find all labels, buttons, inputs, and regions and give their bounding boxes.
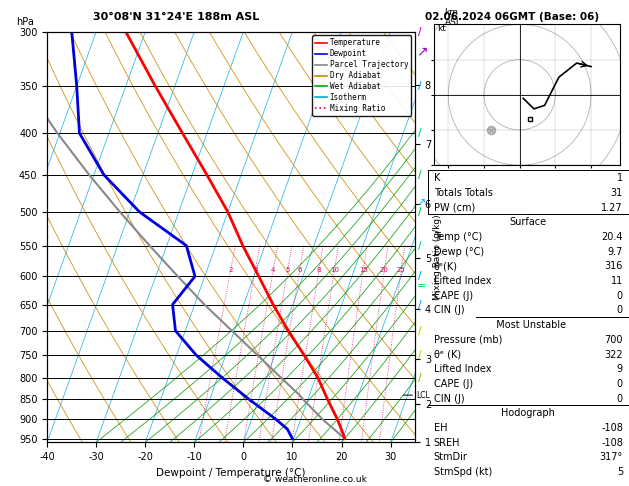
Text: 9: 9	[617, 364, 623, 374]
Text: 0: 0	[617, 394, 623, 403]
Text: ↗: ↗	[416, 44, 428, 58]
Text: 10: 10	[330, 267, 339, 274]
Text: 0: 0	[617, 305, 623, 315]
Text: θᵉ (K): θᵉ (K)	[434, 349, 461, 360]
Text: 25: 25	[397, 267, 406, 274]
Text: /: /	[418, 128, 422, 138]
Text: CAPE (J): CAPE (J)	[434, 291, 473, 301]
Text: 3: 3	[253, 267, 257, 274]
Text: SREH: SREH	[434, 438, 460, 448]
Text: Mixing Ratio (g/kg): Mixing Ratio (g/kg)	[433, 215, 442, 300]
Text: /: /	[418, 170, 422, 180]
Text: StmDir: StmDir	[434, 452, 467, 462]
Text: PW (cm): PW (cm)	[434, 203, 475, 212]
Text: /: /	[418, 299, 422, 310]
Text: 30°08'N 31°24'E 188m ASL: 30°08'N 31°24'E 188m ASL	[93, 12, 259, 22]
Text: Hodograph: Hodograph	[501, 408, 555, 418]
Text: Lifted Index: Lifted Index	[434, 276, 491, 286]
Text: θᵉ(K): θᵉ(K)	[434, 261, 458, 271]
Text: 20: 20	[380, 267, 389, 274]
Text: Most Unstable: Most Unstable	[490, 320, 567, 330]
Text: StmSpd (kt): StmSpd (kt)	[434, 467, 492, 477]
Text: ↗: ↗	[416, 199, 426, 209]
Text: © weatheronline.co.uk: © weatheronline.co.uk	[262, 474, 367, 484]
Text: =: =	[416, 281, 426, 291]
Text: -108: -108	[601, 423, 623, 433]
Text: 322: 322	[604, 349, 623, 360]
Text: /: /	[418, 81, 422, 91]
Text: 9.7: 9.7	[608, 247, 623, 257]
Text: 02.06.2024 06GMT (Base: 06): 02.06.2024 06GMT (Base: 06)	[425, 12, 599, 22]
Text: 2: 2	[228, 267, 233, 274]
Text: 317°: 317°	[599, 452, 623, 462]
Text: 4: 4	[271, 267, 276, 274]
Text: EH: EH	[434, 423, 447, 433]
Text: 20.4: 20.4	[601, 232, 623, 242]
Text: 0: 0	[617, 291, 623, 301]
Text: 1: 1	[617, 173, 623, 183]
Text: 15: 15	[359, 267, 368, 274]
Text: Lifted Index: Lifted Index	[434, 364, 491, 374]
Text: CIN (J): CIN (J)	[434, 305, 464, 315]
Text: Temp (°C): Temp (°C)	[434, 232, 482, 242]
Legend: Temperature, Dewpoint, Parcel Trajectory, Dry Adiabat, Wet Adiabat, Isotherm, Mi: Temperature, Dewpoint, Parcel Trajectory…	[312, 35, 411, 116]
Text: 700: 700	[604, 335, 623, 345]
Text: Surface: Surface	[509, 217, 547, 227]
Text: 5: 5	[286, 267, 290, 274]
Text: Dewp (°C): Dewp (°C)	[434, 247, 484, 257]
Text: LCL: LCL	[416, 391, 430, 399]
Text: 316: 316	[604, 261, 623, 271]
Text: /: /	[418, 271, 422, 281]
Text: /: /	[418, 207, 422, 217]
Text: 11: 11	[611, 276, 623, 286]
Text: CAPE (J): CAPE (J)	[434, 379, 473, 389]
Text: Pressure (mb): Pressure (mb)	[434, 335, 502, 345]
Text: 5: 5	[616, 467, 623, 477]
Text: /: /	[418, 373, 422, 383]
Text: /: /	[418, 241, 422, 251]
Text: 1.27: 1.27	[601, 203, 623, 212]
Text: CIN (J): CIN (J)	[434, 394, 464, 403]
Text: kt: kt	[438, 24, 447, 34]
Text: 6: 6	[298, 267, 302, 274]
Text: /: /	[418, 27, 422, 36]
Text: -108: -108	[601, 438, 623, 448]
Text: km
ASL: km ASL	[445, 8, 462, 28]
X-axis label: Dewpoint / Temperature (°C): Dewpoint / Temperature (°C)	[157, 468, 306, 478]
Text: K: K	[434, 173, 440, 183]
Text: /: /	[418, 350, 422, 360]
Text: 8: 8	[316, 267, 321, 274]
Text: 31: 31	[611, 188, 623, 198]
Text: /: /	[418, 326, 422, 336]
Text: Totals Totals: Totals Totals	[434, 188, 493, 198]
Text: 0: 0	[617, 379, 623, 389]
Text: hPa: hPa	[16, 17, 34, 28]
